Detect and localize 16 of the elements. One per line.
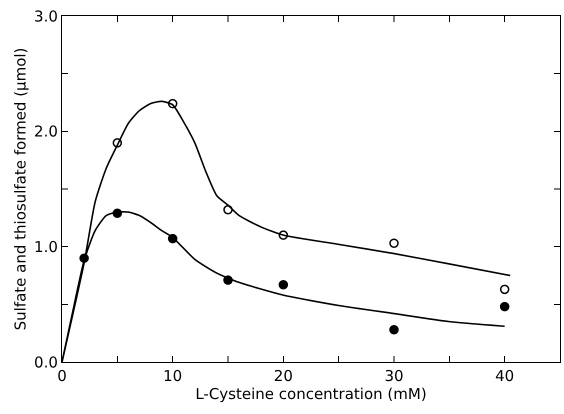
y-axis-title: Sulfate and thiosulfate formed (µmol) (11, 48, 30, 330)
point (389, 238, 399, 248)
y-tick-label: 1.0 (34, 238, 58, 256)
point (278, 280, 288, 290)
x-tick-label: 20 (274, 367, 293, 386)
x-tick-label: 40 (495, 367, 514, 386)
x-tick-label: 10 (163, 367, 182, 386)
y-tick-label: 3.0 (34, 7, 58, 26)
y-tick-label: 0.0 (34, 353, 58, 372)
point (389, 324, 399, 334)
y-tick-label: 2.0 (34, 122, 58, 141)
x-axis-title: L-Cysteine concentration (mM) (195, 385, 427, 404)
x-tick-label: 0 (57, 367, 67, 386)
point (500, 284, 510, 294)
point (500, 302, 510, 312)
x-tick-label: 30 (384, 367, 404, 386)
